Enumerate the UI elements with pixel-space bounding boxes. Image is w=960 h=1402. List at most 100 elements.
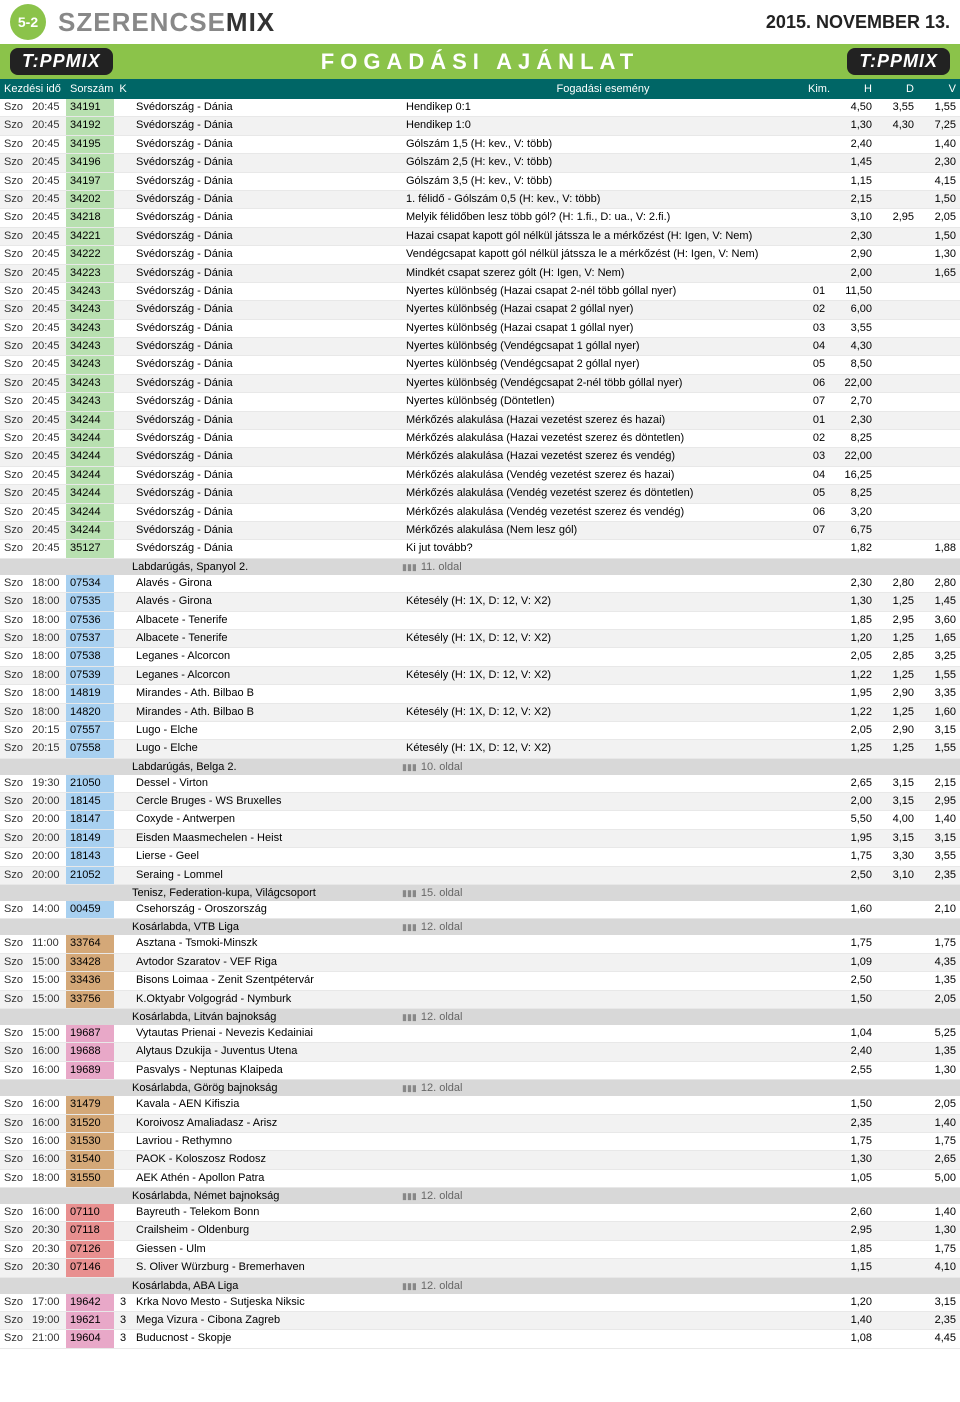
- cell-match: Svédország - Dánia: [132, 301, 402, 318]
- cell-day: Szo: [0, 972, 28, 989]
- cell-d: 2,90: [876, 722, 918, 739]
- cell-event: Kétesély (H: 1X, D: 12, V: X2): [402, 593, 804, 610]
- cell-kim: 07: [804, 522, 834, 539]
- cell-code: 07539: [66, 667, 114, 684]
- cell-event: Nyertes különbség (Vendégcsapat 2-nél tö…: [402, 375, 804, 392]
- cell-match: Pasvalys - Neptunas Klaipeda: [132, 1062, 402, 1079]
- cell-code: 34197: [66, 173, 114, 190]
- cell-event: [402, 685, 804, 702]
- cell-day: Szo: [0, 775, 28, 792]
- cell-day: Szo: [0, 667, 28, 684]
- cell-code: 34243: [66, 338, 114, 355]
- cell-k: [114, 648, 132, 665]
- cell-v: 3,55: [918, 848, 960, 865]
- cell-day: Szo: [0, 991, 28, 1008]
- cell-day: Szo: [0, 1043, 28, 1060]
- cell-day: Szo: [0, 117, 28, 134]
- cell-h: 1,04: [834, 1025, 876, 1042]
- table-row: Szo20:4534218Svédország - DániaMelyik fé…: [0, 209, 960, 227]
- cell-h: 3,20: [834, 504, 876, 521]
- cell-event: Mindkét csapat szerez gólt (H: Igen, V: …: [402, 265, 804, 282]
- cell-match: Svédország - Dánia: [132, 356, 402, 373]
- cell-match: Svédország - Dánia: [132, 522, 402, 539]
- cell-v: 1,40: [918, 136, 960, 153]
- cell-v: 1,55: [918, 740, 960, 757]
- cell-event: [402, 848, 804, 865]
- cell-k: [114, 848, 132, 865]
- cell-kim: [804, 246, 834, 263]
- cell-time: 20:30: [28, 1241, 66, 1258]
- cell-code: 34202: [66, 191, 114, 208]
- cell-time: 20:45: [28, 283, 66, 300]
- table-row: Szo20:4534192Svédország - DániaHendikep …: [0, 117, 960, 135]
- cell-event: Nyertes különbség (Hazai csapat 2 góllal…: [402, 301, 804, 318]
- cell-kim: [804, 954, 834, 971]
- cell-match: Alytaus Dzukija - Juventus Utena: [132, 1043, 402, 1060]
- cell-v: [918, 375, 960, 392]
- table-row: Szo18:0014820Mirandes - Ath. Bilbao BKét…: [0, 704, 960, 722]
- cell-kim: [804, 1043, 834, 1060]
- cell-k: [114, 1204, 132, 1221]
- cell-event: [402, 1096, 804, 1113]
- cell-event: [402, 901, 804, 918]
- table-row: Szo20:4534202Svédország - Dánia1. félidő…: [0, 191, 960, 209]
- cell-d: [876, 283, 918, 300]
- cell-time: 15:00: [28, 972, 66, 989]
- cell-code: 34244: [66, 467, 114, 484]
- table-row: Szo20:0018149Eisden Maasmechelen - Heist…: [0, 830, 960, 848]
- cell-day: Szo: [0, 1115, 28, 1132]
- cell-match: Svédország - Dánia: [132, 504, 402, 521]
- table-row: Szo18:0007535Alavés - GironaKétesély (H:…: [0, 593, 960, 611]
- table-row: Szo20:4534243Svédország - DániaNyertes k…: [0, 338, 960, 356]
- cell-code: 14819: [66, 685, 114, 702]
- cell-h: 1,30: [834, 1151, 876, 1168]
- cell-h: 1,15: [834, 173, 876, 190]
- cell-h: 1,75: [834, 1133, 876, 1150]
- cell-h: 2,65: [834, 775, 876, 792]
- cell-match: Albacete - Tenerife: [132, 612, 402, 629]
- cell-day: Szo: [0, 722, 28, 739]
- cell-time: 20:45: [28, 504, 66, 521]
- cell-code: 34244: [66, 522, 114, 539]
- cell-v: 1,30: [918, 246, 960, 263]
- cell-kim: [804, 991, 834, 1008]
- cell-d: 3,55: [876, 99, 918, 116]
- cell-h: 8,50: [834, 356, 876, 373]
- cell-event: [402, 1330, 804, 1347]
- cell-kim: [804, 793, 834, 810]
- cell-day: Szo: [0, 228, 28, 245]
- cell-v: 1,75: [918, 1241, 960, 1258]
- cell-k: [114, 283, 132, 300]
- table-row: Szo16:0031530Lavriou - Rethymno1,751,75: [0, 1133, 960, 1151]
- cell-day: Szo: [0, 685, 28, 702]
- cell-kim: [804, 265, 834, 282]
- cell-d: [876, 1222, 918, 1239]
- cell-v: [918, 320, 960, 337]
- cell-h: 2,60: [834, 1204, 876, 1221]
- cell-time: 20:45: [28, 375, 66, 392]
- cell-k: [114, 154, 132, 171]
- table-row: Szo20:1507557Lugo - Elche2,052,903,15: [0, 722, 960, 740]
- cell-h: 6,00: [834, 301, 876, 318]
- cell-kim: [804, 630, 834, 647]
- cell-day: Szo: [0, 575, 28, 592]
- section-row: Tenisz, Federation-kupa, Világcsoport▮▮▮…: [0, 885, 960, 901]
- cell-v: 1,30: [918, 1062, 960, 1079]
- cell-kim: 02: [804, 430, 834, 447]
- cell-match: PAOK - Koloszosz Rodosz: [132, 1151, 402, 1168]
- cell-kim: 06: [804, 375, 834, 392]
- table-row: Szo20:1507558Lugo - ElcheKétesély (H: 1X…: [0, 740, 960, 758]
- cell-h: 2,50: [834, 972, 876, 989]
- hdr-k: K: [114, 81, 132, 97]
- cell-event: Mérkőzés alakulása (Hazai vezetést szere…: [402, 448, 804, 465]
- cell-code: 34243: [66, 301, 114, 318]
- cell-v: 3,15: [918, 830, 960, 847]
- cell-v: 4,15: [918, 173, 960, 190]
- cell-code: 07537: [66, 630, 114, 647]
- table-row: Szo15:0033428Avtodor Szaratov - VEF Riga…: [0, 954, 960, 972]
- cell-k: [114, 667, 132, 684]
- cell-v: 5,25: [918, 1025, 960, 1042]
- cell-k: [114, 901, 132, 918]
- cell-d: [876, 1151, 918, 1168]
- cell-day: Szo: [0, 504, 28, 521]
